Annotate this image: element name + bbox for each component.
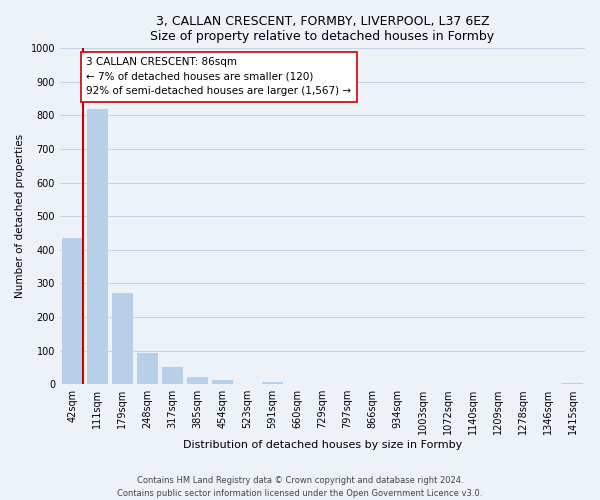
Bar: [137, 353, 158, 384]
Bar: [262, 382, 283, 384]
Bar: [562, 382, 583, 384]
Bar: [212, 380, 233, 384]
Text: Contains HM Land Registry data © Crown copyright and database right 2024.
Contai: Contains HM Land Registry data © Crown c…: [118, 476, 482, 498]
Title: 3, CALLAN CRESCENT, FORMBY, LIVERPOOL, L37 6EZ
Size of property relative to deta: 3, CALLAN CRESCENT, FORMBY, LIVERPOOL, L…: [151, 15, 494, 43]
Y-axis label: Number of detached properties: Number of detached properties: [15, 134, 25, 298]
Bar: [187, 376, 208, 384]
Bar: [112, 294, 133, 384]
Bar: [162, 368, 183, 384]
Text: 3 CALLAN CRESCENT: 86sqm
← 7% of detached houses are smaller (120)
92% of semi-d: 3 CALLAN CRESCENT: 86sqm ← 7% of detache…: [86, 56, 351, 96]
Bar: [62, 238, 83, 384]
X-axis label: Distribution of detached houses by size in Formby: Distribution of detached houses by size …: [183, 440, 462, 450]
Bar: [87, 109, 108, 384]
